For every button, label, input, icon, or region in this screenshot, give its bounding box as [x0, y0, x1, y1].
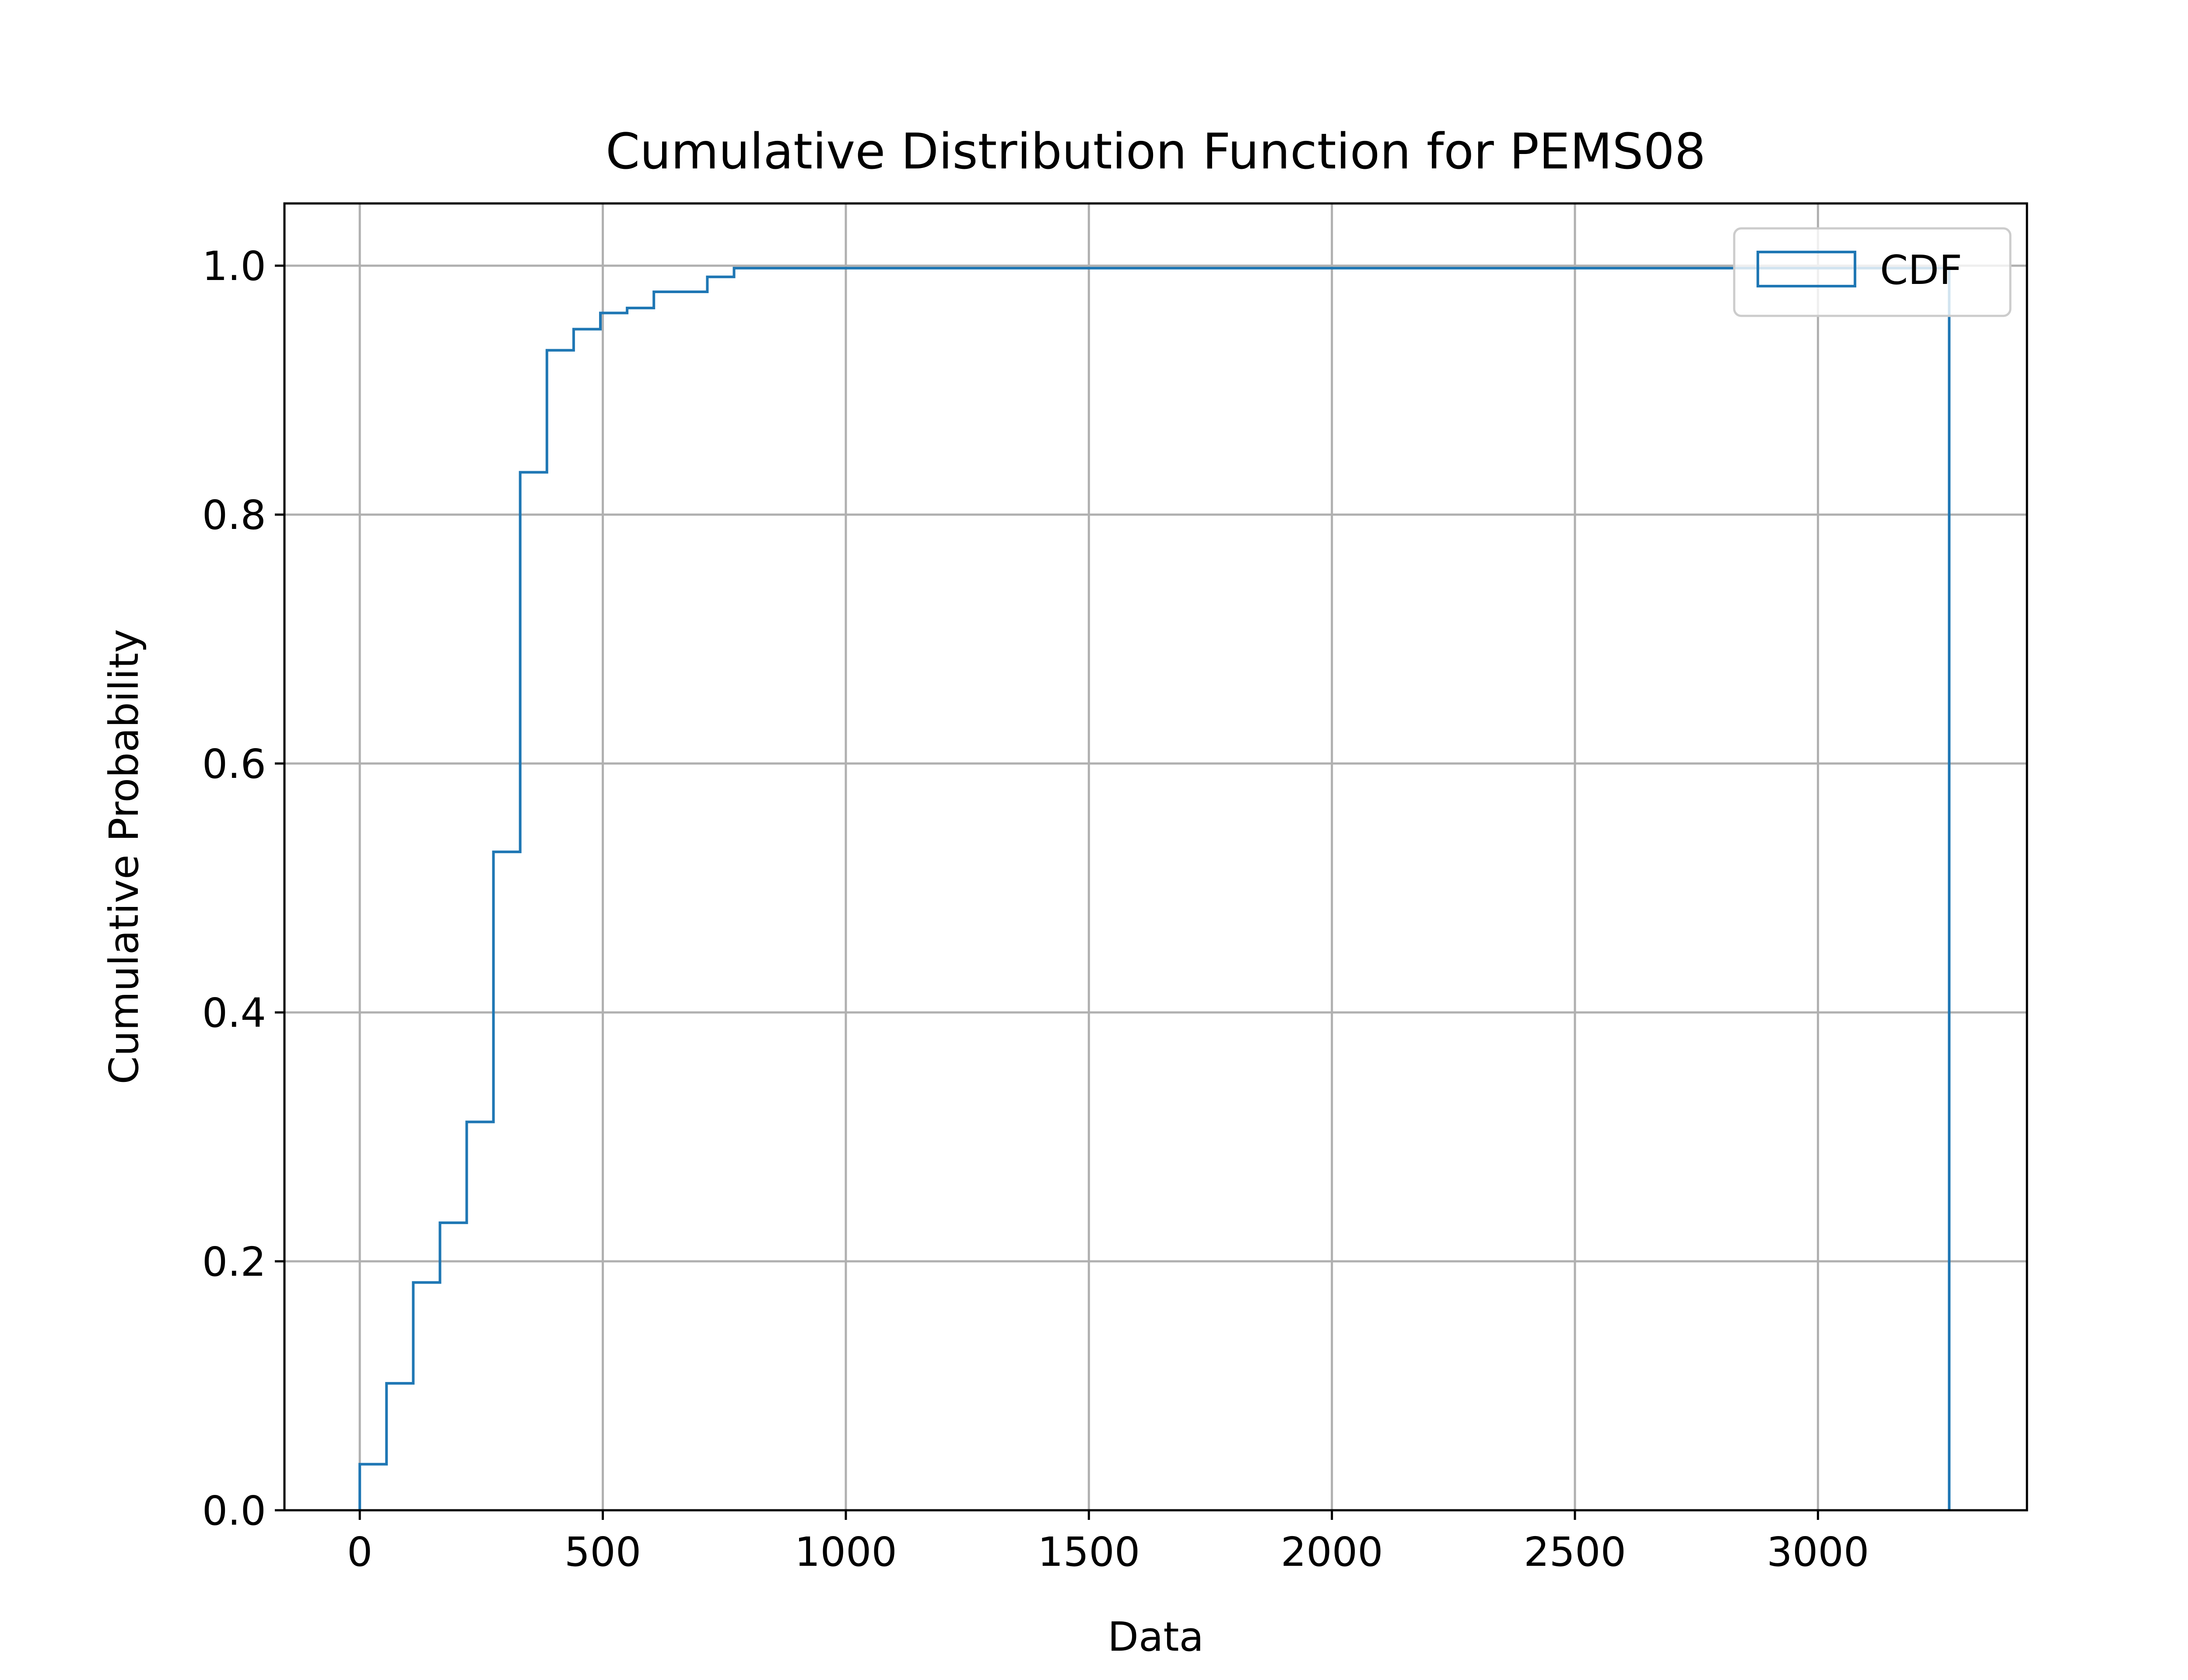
x-tick-label: 1500 — [1038, 1529, 1140, 1575]
plot-frame — [283, 202, 2028, 1512]
series-layer — [358, 266, 1951, 1510]
legend-swatch — [1757, 251, 1856, 287]
y-tick-label: 0.4 — [202, 990, 266, 1036]
x-axis-label: Data — [1108, 1614, 1204, 1660]
legend: CDF — [1733, 227, 2012, 317]
y-tick-label: 0.2 — [202, 1239, 266, 1285]
y-tick-label: 0.6 — [202, 741, 266, 788]
x-tick-label: 500 — [565, 1529, 642, 1575]
y-tick-label: 1.0 — [202, 243, 266, 290]
legend-frame — [1733, 227, 2012, 317]
x-tick-label: 2000 — [1281, 1529, 1383, 1575]
y-tick-label: 0.0 — [202, 1488, 266, 1534]
y-tick-label: 0.8 — [202, 492, 266, 539]
cdf-step-line — [358, 266, 1951, 1510]
x-tick-label: 1000 — [795, 1529, 897, 1575]
axis-ticks: 0 500 1000 1500 2000 2500 3000 0.0 0.2 0.4 0.6 0.8 1… — [202, 243, 1869, 1575]
x-tick-label: 0 — [347, 1529, 373, 1575]
y-axis-label: Cumulative Probability — [101, 629, 147, 1085]
x-tick-label: 2500 — [1524, 1529, 1626, 1575]
chart-title: Cumulative Distribution Function for PEM… — [606, 123, 1706, 180]
legend-label-cdf: CDF — [1880, 247, 1962, 294]
x-tick-label: 3000 — [1767, 1529, 1869, 1575]
